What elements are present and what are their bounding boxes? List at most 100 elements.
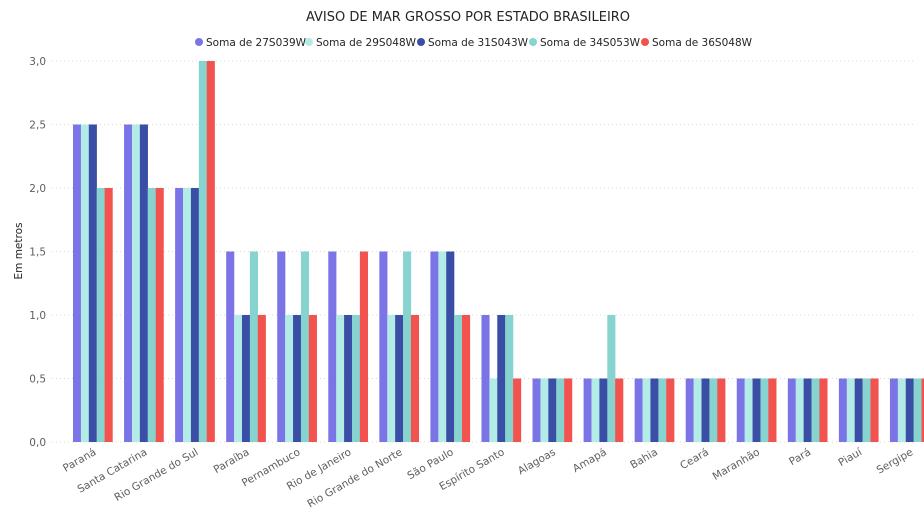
bar[interactable] [438, 251, 447, 443]
bar[interactable] [379, 251, 388, 443]
bar[interactable] [744, 378, 753, 443]
legend-item-label[interactable]: Soma de 36S048W [652, 37, 753, 49]
x-tick-label: Alagoas [516, 446, 558, 477]
bar[interactable] [344, 315, 353, 442]
bar[interactable] [540, 378, 549, 443]
legend[interactable]: Soma de 27S039W Soma de 29S048W Soma de 31… [195, 37, 753, 49]
bar[interactable] [658, 378, 667, 443]
bar[interactable] [481, 315, 490, 442]
bar[interactable] [351, 315, 361, 442]
bar[interactable] [387, 315, 396, 442]
bar[interactable] [634, 378, 643, 443]
bar[interactable] [489, 378, 498, 443]
bar[interactable] [607, 315, 616, 442]
bar[interactable] [583, 378, 592, 443]
bar[interactable] [717, 378, 726, 443]
bar[interactable] [131, 124, 141, 443]
bar[interactable] [921, 378, 924, 443]
bar[interactable] [615, 378, 624, 443]
bar[interactable] [308, 315, 317, 442]
bar[interactable] [300, 251, 310, 443]
bar[interactable] [257, 315, 266, 442]
bar[interactable] [795, 378, 804, 443]
bar[interactable] [190, 188, 200, 442]
bar[interactable] [846, 378, 855, 443]
bar[interactable] [73, 124, 82, 443]
bar[interactable] [787, 378, 796, 443]
bar[interactable] [198, 61, 207, 442]
bar[interactable] [206, 61, 215, 442]
bar[interactable] [819, 378, 828, 443]
bar[interactable] [124, 124, 133, 443]
bar[interactable] [650, 378, 659, 443]
bar[interactable] [564, 378, 573, 443]
bar[interactable] [505, 315, 514, 442]
y-tick-label: 0,5 [29, 374, 46, 386]
bar[interactable] [913, 378, 922, 443]
legend-item-label[interactable]: Soma de 34S053W [540, 37, 641, 49]
bar[interactable] [736, 378, 745, 443]
bars[interactable] [73, 61, 924, 442]
bar[interactable] [410, 315, 420, 442]
bar[interactable] [139, 124, 148, 443]
y-tick-label: 1,5 [29, 247, 46, 259]
bar[interactable] [548, 378, 557, 443]
bar[interactable] [556, 378, 565, 443]
bar[interactable] [768, 378, 777, 443]
bar[interactable] [285, 315, 294, 442]
bar[interactable] [803, 378, 812, 443]
bar[interactable] [497, 315, 506, 442]
bar[interactable] [454, 315, 463, 442]
bar[interactable] [599, 378, 608, 443]
bar[interactable] [532, 378, 541, 443]
bar[interactable] [905, 378, 914, 443]
y-tick-label: 3,0 [29, 56, 46, 68]
bar[interactable] [897, 378, 906, 443]
x-tick-label: Amapá [571, 446, 609, 475]
bar[interactable] [328, 251, 337, 443]
bar[interactable] [183, 188, 192, 442]
bar[interactable] [249, 251, 258, 443]
legend-item-label[interactable]: Soma de 31S043W [428, 37, 529, 49]
bar[interactable] [336, 315, 345, 442]
bar[interactable] [838, 378, 847, 443]
bar[interactable] [96, 188, 105, 442]
bar[interactable] [175, 188, 184, 442]
bar[interactable] [430, 251, 439, 443]
bar[interactable] [811, 378, 820, 443]
bar[interactable] [226, 251, 235, 443]
bar[interactable] [403, 251, 412, 443]
bar[interactable] [234, 315, 243, 442]
bar[interactable] [462, 315, 471, 442]
bar[interactable] [752, 378, 761, 443]
legend-marker [529, 38, 537, 46]
bar[interactable] [870, 378, 879, 443]
bar[interactable] [155, 188, 164, 442]
bar[interactable] [446, 251, 455, 443]
bar[interactable] [591, 378, 600, 443]
bar[interactable] [666, 378, 675, 443]
bar[interactable] [293, 315, 302, 442]
bar[interactable] [277, 251, 286, 443]
bar[interactable] [709, 378, 718, 443]
bar[interactable] [862, 378, 871, 443]
bar[interactable] [854, 378, 863, 443]
bar[interactable] [760, 378, 769, 443]
bar[interactable] [685, 378, 694, 443]
bar[interactable] [395, 315, 404, 442]
bar[interactable] [701, 378, 710, 443]
y-axis-label: Em metros [13, 223, 25, 280]
bar[interactable] [104, 188, 113, 442]
bar[interactable] [88, 124, 97, 443]
legend-item-label[interactable]: Soma de 27S039W [206, 37, 307, 49]
bar[interactable] [80, 124, 89, 443]
bar[interactable] [642, 378, 651, 443]
bar[interactable] [693, 378, 702, 443]
bar[interactable] [513, 378, 522, 443]
bar[interactable] [241, 315, 251, 442]
bar[interactable] [359, 251, 368, 443]
legend-item-label[interactable]: Soma de 29S048W [316, 37, 417, 49]
bar[interactable] [147, 188, 156, 442]
bar[interactable] [889, 378, 899, 443]
